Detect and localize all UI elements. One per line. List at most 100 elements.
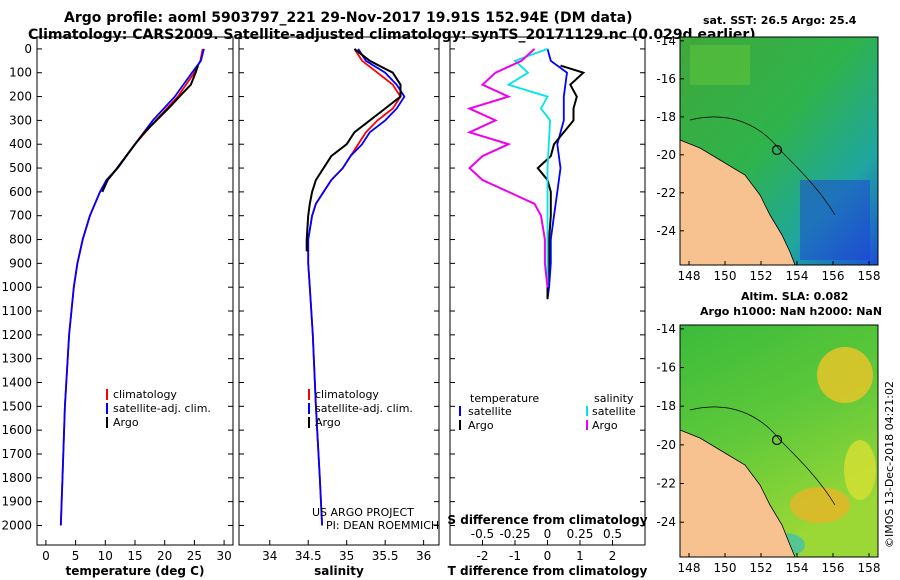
- series-line-climatology: [59, 48, 204, 526]
- sla-depth-contour: [689, 406, 836, 506]
- sla-float-marker: [771, 434, 783, 446]
- legend-label: satellite: [592, 405, 636, 418]
- x-tick-label: 10: [98, 549, 113, 563]
- legend-label: satellite: [468, 405, 512, 418]
- series-line-salinity-argo: [466, 48, 549, 288]
- depth-tick-label: 1800: [1, 471, 32, 485]
- series-line-salinity-satellite: [506, 48, 552, 288]
- lon-tick-label: 156: [822, 269, 845, 283]
- temperature-panel: 0100200300400500600700800900100011001200…: [1, 36, 234, 578]
- x-tick-label: 0: [544, 549, 552, 563]
- lat-tick-label: -14: [656, 34, 676, 48]
- plot-frame: [238, 36, 440, 546]
- legend-label: Argo: [592, 419, 618, 432]
- salinity-panel: 34 34.5 35 35.5 36 salinity climatologysatelli…: [238, 36, 440, 578]
- lat-tick-label: -16: [656, 72, 676, 86]
- x-tick-label: 35.5: [372, 549, 399, 563]
- lon-tick-label: 150: [714, 561, 737, 575]
- lat-tick-label: -16: [656, 361, 676, 375]
- depth-tick-label: 600: [9, 185, 32, 199]
- legend-heading-salinity: salinity: [594, 392, 634, 405]
- x-axis-label: T difference from climatology: [448, 564, 648, 578]
- x-tick-label: 20: [157, 549, 172, 563]
- lat-tick-label: -24: [656, 515, 676, 529]
- series-line-temperature-argo: [536, 64, 586, 300]
- legend-label: climatology: [113, 388, 177, 401]
- lon-tick-label: 152: [750, 561, 773, 575]
- depth-tick-label: 400: [9, 137, 32, 151]
- legend-label: Argo: [113, 416, 139, 429]
- legend-label: satellite-adj. clim.: [315, 402, 413, 415]
- series-line-climatology: [307, 48, 402, 526]
- figure-title-line1: Argo profile: aoml 5903797_221 29-Nov-20…: [64, 10, 633, 26]
- lon-tick-label: 158: [858, 561, 881, 575]
- lon-tick-label: 156: [822, 561, 845, 575]
- depth-tick-label: 1000: [1, 280, 32, 294]
- legend-label: satellite-adj. clim.: [113, 402, 211, 415]
- sst-warm-patch: [690, 45, 750, 85]
- depth-tick-label: 1400: [1, 376, 32, 390]
- x-tick-label: -1: [509, 549, 521, 563]
- legend-heading-temperature: temperature: [470, 392, 539, 405]
- project-line2: PI: DEAN ROEMMICH: [326, 519, 439, 532]
- top-tick-label: -0.5: [471, 527, 494, 541]
- depth-tick-label: 0: [24, 42, 32, 56]
- lon-tick-label: 154: [786, 269, 809, 283]
- top-tick-label: 0.5: [603, 527, 622, 541]
- x-tick-label: 34.5: [295, 549, 322, 563]
- lat-tick-label: -18: [656, 110, 676, 124]
- top-tick-label: -0.25: [499, 527, 530, 541]
- sst-map-label: sat. SST: 26.5 Argo: 25.4: [703, 14, 857, 27]
- sla-map: 148 150 152 154 156 158 -14 -16 -18 -20 -22 -24: [656, 322, 880, 575]
- sst-cool-patch: [800, 180, 870, 260]
- lat-tick-label: -20: [656, 438, 676, 452]
- depth-tick-label: 500: [9, 161, 32, 175]
- x-tick-label: 34: [262, 549, 277, 563]
- project-line1: US ARGO PROJECT: [312, 506, 414, 519]
- lat-tick-label: -22: [656, 186, 676, 200]
- lat-tick-label: -20: [656, 148, 676, 162]
- lon-tick-label: 148: [678, 561, 701, 575]
- lat-tick-label: -14: [656, 322, 676, 336]
- depth-tick-label: 800: [9, 233, 32, 247]
- lat-tick-label: -22: [656, 477, 676, 491]
- legend-label: Argo: [315, 416, 341, 429]
- series-line-satellite-adj-clim-: [307, 48, 406, 526]
- depth-tick-label: 900: [9, 256, 32, 270]
- legend-label: climatology: [315, 388, 379, 401]
- x-tick-label: 5: [72, 549, 80, 563]
- x-tick-label: 2: [609, 549, 617, 563]
- top-axis-label: S difference from climatology: [447, 513, 647, 527]
- argo-height-label: Argo h1000: NaN h2000: NaN: [700, 305, 883, 318]
- x-tick-label: 36: [416, 549, 431, 563]
- depth-tick-label: 1100: [1, 304, 32, 318]
- depth-tick-label: 1300: [1, 352, 32, 366]
- sst-map: 148 150 152 154 156 158 -14 -16 -18 -20 -22 -24: [656, 34, 880, 283]
- lon-tick-label: 152: [750, 269, 773, 283]
- depth-tick-label: 1900: [1, 495, 32, 509]
- series-line-argo: [101, 65, 199, 193]
- series-line-argo: [305, 48, 402, 252]
- depth-tick-label: 300: [9, 113, 32, 127]
- depth-tick-label: 1600: [1, 423, 32, 437]
- series-line-temperature-satellite: [546, 48, 568, 300]
- lat-tick-label: -18: [656, 399, 676, 413]
- lon-tick-label: 148: [678, 269, 701, 283]
- sla-high-patch: [817, 347, 873, 403]
- legend-label: Argo: [468, 419, 494, 432]
- depth-tick-label: 1500: [1, 399, 32, 413]
- sla-high-patch-south: [790, 487, 850, 523]
- lon-tick-label: 150: [714, 269, 737, 283]
- x-tick-label: 15: [127, 549, 142, 563]
- x-axis-label: salinity: [314, 564, 364, 578]
- depth-tick-label: 2000: [1, 518, 32, 532]
- series-line-satellite-adj-clim-: [59, 48, 205, 526]
- depth-tick-label: 700: [9, 209, 32, 223]
- lon-tick-label: 158: [858, 269, 881, 283]
- depth-tick-label: 1700: [1, 447, 32, 461]
- lon-tick-label: 154: [786, 561, 809, 575]
- depth-tick-label: 100: [9, 66, 32, 80]
- difference-panel: -2 -1 0 1 2T difference from climatology temp…: [447, 36, 648, 578]
- top-tick-label: 0: [544, 527, 552, 541]
